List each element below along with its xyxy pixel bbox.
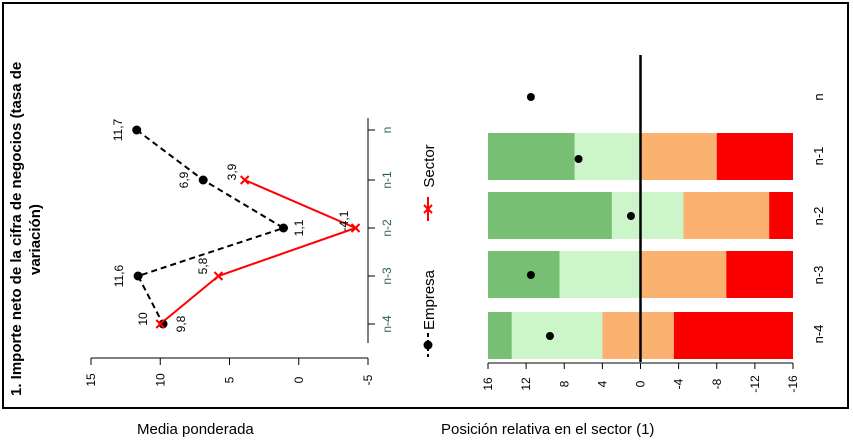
position-category-label: n-1 <box>811 147 826 166</box>
series-sector-point <box>155 319 165 329</box>
series-sector-point <box>213 271 224 281</box>
value-tick-label: 15 <box>84 373 98 387</box>
empresa-data-label: 11,7 <box>111 118 125 141</box>
caption-media-ponderada: Media ponderada <box>137 421 254 438</box>
category-label: n <box>380 127 394 134</box>
bar-segment-light_green <box>511 312 603 359</box>
position-category-label: n-2 <box>811 207 826 226</box>
position-tick-label: 0 <box>634 380 648 387</box>
position-tick-label: -8 <box>710 378 724 389</box>
category-label: n-2 <box>380 219 394 237</box>
series-empresa-point <box>279 223 289 233</box>
sector-data-label: -4,1 <box>337 210 351 231</box>
chart-frame <box>2 2 849 409</box>
empresa-data-label: 11,6 <box>112 264 126 287</box>
legend: Empresa Sector <box>421 144 438 357</box>
chart-title-line1: 1. Importe neto de la cifra de negocios … <box>8 62 25 396</box>
bar-segment-orange <box>683 192 770 239</box>
position-tick-label: -16 <box>786 375 800 393</box>
bar-segment-dark_green <box>488 251 560 298</box>
bar-segment-light_green <box>611 192 684 239</box>
bar-segment-orange <box>640 251 727 298</box>
legend-sector-marker <box>423 204 433 214</box>
position-category-label: n-3 <box>811 266 826 285</box>
value-tick-label: -5 <box>361 374 375 385</box>
bar-segment-light_green <box>574 133 641 180</box>
series-empresa-point <box>198 175 208 185</box>
sector-data-label: 5,8 <box>196 257 210 274</box>
bar-segment-red <box>726 251 793 298</box>
position-tick-label: 4 <box>595 380 609 387</box>
category-label: n-3 <box>380 267 394 285</box>
bar-segment-orange <box>602 312 674 359</box>
position-chart: 16 12 8 4 0 -4 -8 -12 -16 n n-1 n-2 n-3 n-4 <box>481 55 826 393</box>
sector-data-label: 3,9 <box>225 163 239 180</box>
category-label: n-4 <box>380 315 394 333</box>
empresa-data-label: 1,1 <box>292 219 306 236</box>
position-category-label: n-4 <box>811 325 826 344</box>
series-sector-point <box>350 223 361 233</box>
bar-segment-light_green <box>559 251 641 298</box>
position-point <box>574 155 583 163</box>
legend-empresa-label: Empresa <box>421 269 438 330</box>
value-tick-label: 0 <box>292 376 306 383</box>
series-sector-point <box>240 175 250 185</box>
bar-segment-orange <box>640 133 717 180</box>
series-empresa-point <box>132 125 142 135</box>
bar-segment-dark_green <box>488 192 612 239</box>
position-tick-label: -12 <box>748 375 762 393</box>
line-chart: 15 10 5 0 -5 n n-1 n-2 n-3 n-4 11,7 6,9 1,1 11,6 9,8 3,… <box>84 118 394 387</box>
position-point <box>526 271 535 279</box>
series-sector-line <box>159 179 359 325</box>
position-category-label: n <box>811 93 826 100</box>
bar-segment-red <box>769 192 793 239</box>
position-point <box>545 332 554 340</box>
position-tick-label: 12 <box>519 377 533 391</box>
position-tick-label: -4 <box>672 378 686 389</box>
position-point <box>626 212 635 220</box>
chart-title-group: 1. Importe neto de la cifra de negocios … <box>8 62 44 396</box>
bar-segment-dark_green <box>488 312 512 359</box>
legend-empresa-marker <box>423 340 433 350</box>
caption-posicion-relativa: Posición relativa en el sector (1) <box>441 421 655 438</box>
bar-segment-red <box>673 312 793 359</box>
chart-title-line2: variación) <box>27 204 44 275</box>
category-label: n-1 <box>380 171 394 189</box>
bar-segment-red <box>716 133 793 180</box>
value-tick-label: 5 <box>223 376 237 383</box>
legend-sector-label: Sector <box>421 144 438 187</box>
series-empresa-point <box>133 271 143 281</box>
bar-segment-dark_green <box>488 133 575 180</box>
series-empresa-line <box>136 129 286 325</box>
value-tick-label: 10 <box>153 373 167 387</box>
position-tick-label: 16 <box>481 377 495 391</box>
position-point <box>526 93 535 101</box>
position-tick-label: 8 <box>557 380 571 387</box>
sector-data-label: 10 <box>136 312 150 326</box>
empresa-data-label: 9,8 <box>174 315 188 332</box>
empresa-data-label: 6,9 <box>177 171 191 188</box>
series-empresa-point <box>158 319 168 329</box>
